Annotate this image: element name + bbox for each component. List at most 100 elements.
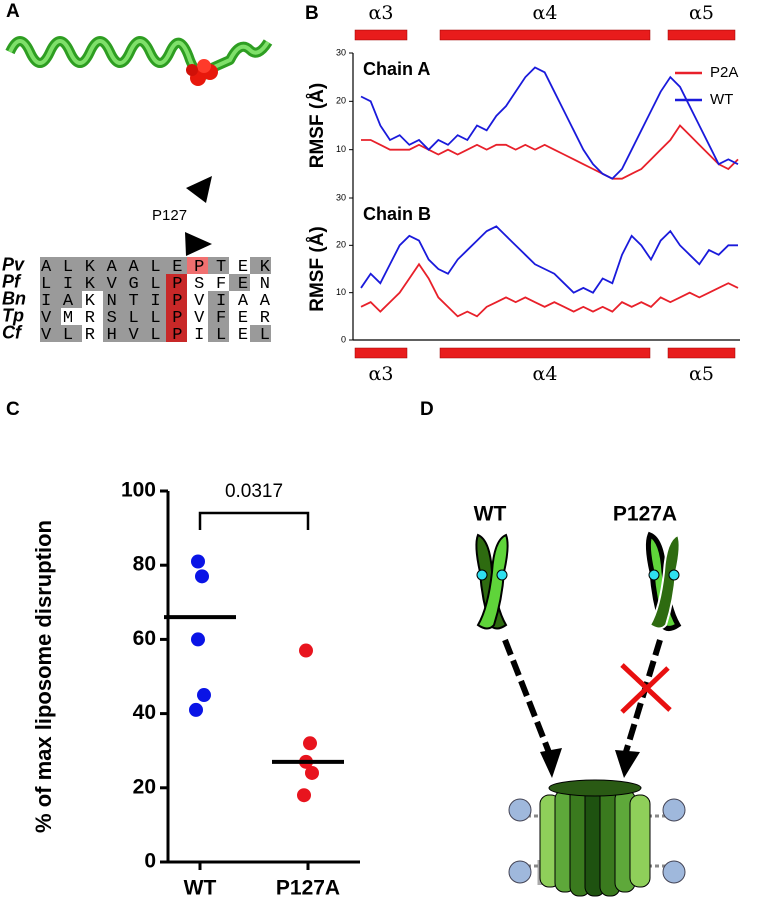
species-label: Pf bbox=[2, 271, 22, 291]
y-tick-label: 0 bbox=[341, 334, 346, 344]
alignment-cell bbox=[61, 257, 82, 274]
alignment-cell bbox=[82, 274, 103, 291]
alignment-cell bbox=[166, 274, 187, 291]
alignment-cell bbox=[208, 308, 229, 325]
alignment-cell bbox=[145, 308, 166, 325]
y-tick-label: 80 bbox=[133, 553, 156, 576]
alignment-cell bbox=[145, 291, 166, 308]
x-tick-label: WT bbox=[184, 877, 217, 900]
helix-label: α3 bbox=[369, 2, 394, 24]
alignment-cell bbox=[124, 274, 145, 291]
alignment-cell bbox=[103, 274, 124, 291]
species-label: Pv bbox=[2, 254, 25, 274]
alignment-cell bbox=[124, 308, 145, 325]
y-tick-label: 60 bbox=[133, 627, 156, 650]
helix-bar bbox=[667, 347, 736, 359]
species-label: Bn bbox=[2, 288, 26, 308]
alignment-cell bbox=[145, 257, 166, 274]
legend-label: WT bbox=[710, 91, 733, 108]
series-line bbox=[360, 262, 739, 318]
helix-label: α4 bbox=[533, 363, 558, 385]
alignment-cell bbox=[124, 257, 145, 274]
alignment-cell bbox=[208, 257, 229, 274]
helix-label: α4 bbox=[533, 2, 558, 24]
alignment-cell bbox=[61, 291, 82, 308]
series-line bbox=[360, 225, 738, 294]
alignment-cell bbox=[145, 325, 166, 342]
helix-bar bbox=[439, 29, 651, 41]
alignment-cell bbox=[166, 257, 187, 274]
chromosome bbox=[645, 531, 682, 631]
y-axis-label: RMSF (Å) bbox=[307, 83, 328, 168]
alignment-cell bbox=[82, 257, 103, 274]
helix-label: α3 bbox=[369, 363, 394, 385]
diagram-label: WT bbox=[474, 503, 507, 526]
annotation: 0.0317 bbox=[225, 481, 283, 502]
alignment-cell bbox=[103, 325, 124, 342]
helix-bar bbox=[354, 29, 408, 41]
chromosome bbox=[475, 533, 509, 630]
helix-bar bbox=[667, 29, 736, 41]
alignment-cell bbox=[250, 257, 271, 274]
block-cross bbox=[620, 663, 672, 714]
data-point bbox=[195, 569, 209, 584]
alignment-cell bbox=[40, 325, 61, 342]
panel-label: A bbox=[6, 1, 20, 22]
data-point bbox=[191, 554, 205, 569]
alignment-cell bbox=[40, 257, 61, 274]
chart-title: Chain B bbox=[363, 204, 431, 224]
y-tick-label: 10 bbox=[336, 287, 346, 297]
alignment-cell bbox=[166, 291, 187, 308]
legend-label: P2A bbox=[710, 64, 738, 81]
alignment-cell bbox=[61, 325, 82, 342]
y-tick-label: 10 bbox=[336, 144, 346, 154]
series-line bbox=[361, 124, 739, 180]
y-tick-label: 20 bbox=[336, 240, 346, 250]
x-tick-label: P127A bbox=[276, 877, 340, 900]
data-point bbox=[297, 788, 311, 803]
y-tick-label: 0 bbox=[144, 850, 156, 873]
significance-bracket bbox=[198, 511, 310, 530]
alignment-cell bbox=[40, 291, 61, 308]
panel-label: B bbox=[305, 3, 319, 24]
y-axis-label: % of max liposome disruption bbox=[31, 520, 56, 833]
alignment-cell bbox=[250, 325, 271, 342]
alignment-cell bbox=[124, 291, 145, 308]
y-tick-label: 30 bbox=[336, 47, 346, 57]
alignment-cell bbox=[103, 291, 124, 308]
alignment-cell bbox=[40, 274, 61, 291]
arrow bbox=[502, 638, 663, 757]
y-tick-label: 20 bbox=[336, 96, 346, 106]
alignment-cell bbox=[103, 308, 124, 325]
arrowhead bbox=[540, 748, 640, 778]
helix-label: α5 bbox=[689, 363, 714, 385]
arrow bbox=[186, 176, 212, 203]
alignment-cell bbox=[124, 325, 145, 342]
data-point bbox=[191, 632, 205, 647]
data-point bbox=[303, 736, 317, 751]
alignment-cell bbox=[229, 274, 250, 291]
series-line bbox=[360, 66, 739, 180]
helix-structure bbox=[5, 36, 273, 86]
alignment-cell bbox=[208, 291, 229, 308]
y-tick-label: 100 bbox=[121, 479, 156, 502]
species-label: Tp bbox=[2, 305, 24, 325]
alignment-cell bbox=[103, 257, 124, 274]
data-point bbox=[299, 643, 313, 658]
data-point bbox=[197, 688, 211, 703]
helix-label: α5 bbox=[689, 2, 714, 24]
membrane-pore bbox=[508, 779, 686, 897]
alignment-cell bbox=[187, 257, 208, 274]
alignment-cell bbox=[166, 325, 187, 342]
arrow bbox=[185, 232, 212, 256]
alignment-cell bbox=[166, 308, 187, 325]
residue-label: P127 bbox=[152, 207, 187, 224]
panel-label: D bbox=[420, 399, 434, 420]
y-tick-label: 20 bbox=[133, 775, 156, 798]
data-point bbox=[305, 765, 319, 780]
y-axis-label: RMSF (Å) bbox=[307, 226, 328, 311]
alignment-cell bbox=[40, 308, 61, 325]
alignment-cell bbox=[208, 325, 229, 342]
